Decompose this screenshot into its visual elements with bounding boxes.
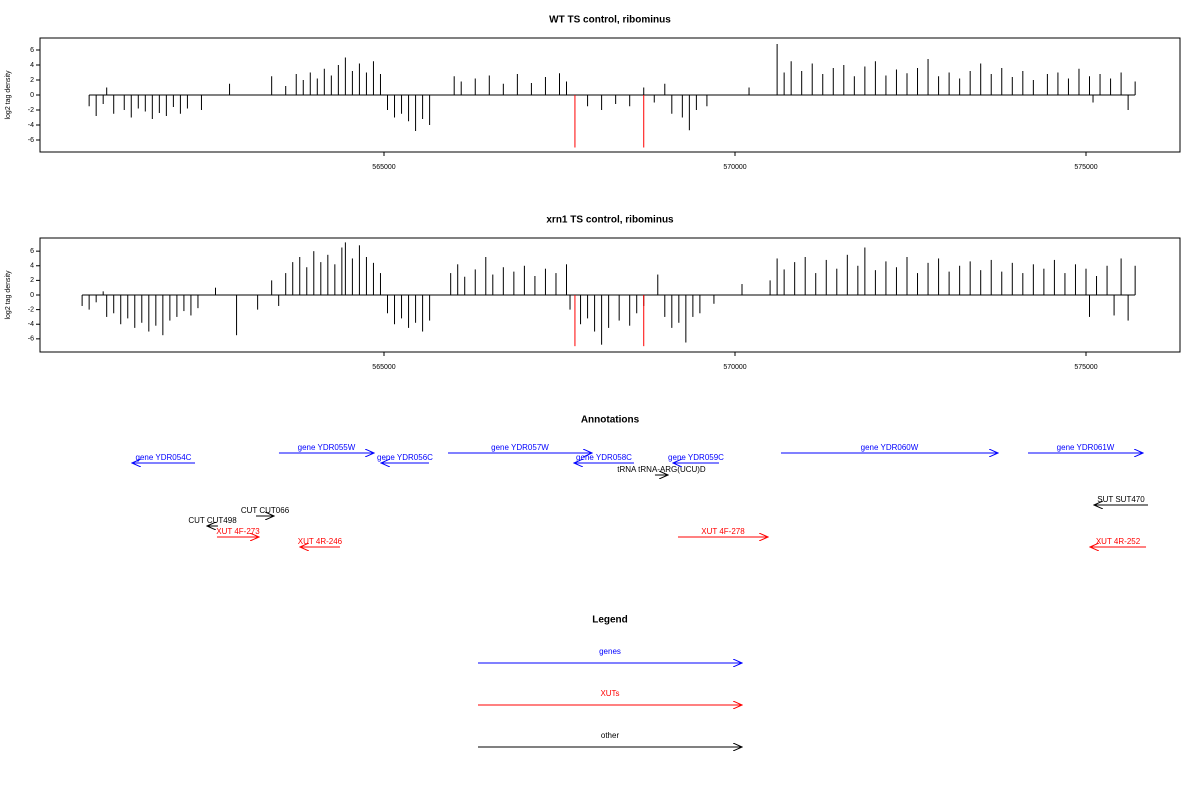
feature-label: gene YDR060W [861,443,919,452]
chart-title: xrn1 TS control, ribominus [546,215,674,226]
feature-label: gene YDR058C [576,453,632,462]
annotations-title: Annotations [581,415,640,426]
y-axis-label: log2 tag density [5,270,12,320]
y-tick-label: -4 [28,321,34,328]
chart-title: WT TS control, ribominus [549,15,671,26]
feature-label: gene YDR057W [491,443,549,452]
y-tick-label: -2 [28,107,34,114]
feature-label: gene YDR056C [377,453,433,462]
feature-label: gene YDR061W [1057,443,1115,452]
x-tick-label: 575000 [1074,164,1097,171]
y-tick-label: 2 [30,277,34,284]
feature-label: gene YDR054C [136,453,192,462]
x-tick-label: 570000 [723,164,746,171]
y-tick-label: 2 [30,77,34,84]
y-axis-label: log2 tag density [5,70,12,120]
x-tick-label: 565000 [372,364,395,371]
legend-title: Legend [592,615,628,626]
legend-label: other [601,731,620,740]
x-tick-label: 570000 [723,364,746,371]
feature-label: XUT 4F-273 [216,527,260,536]
y-tick-label: -2 [28,306,34,313]
legend-label: XUTs [600,689,619,698]
y-tick-label: 6 [30,47,34,54]
y-tick-label: 4 [30,62,34,69]
feature-label: CUT CUT498 [188,516,237,525]
feature-label: gene YDR059C [668,453,724,462]
y-tick-label: -6 [28,336,34,343]
feature-label: XUT 4R-252 [1096,537,1141,546]
y-tick-label: 0 [30,292,34,299]
y-tick-label: -6 [28,137,34,144]
feature-label: SUT SUT470 [1097,495,1145,504]
x-tick-label: 575000 [1074,364,1097,371]
y-tick-label: -4 [28,122,34,129]
feature-label: XUT 4R-246 [298,537,343,546]
y-tick-label: 4 [30,263,34,270]
x-tick-label: 565000 [372,164,395,171]
y-tick-label: 0 [30,92,34,99]
y-tick-label: 6 [30,248,34,255]
feature-label: gene YDR055W [298,443,356,452]
feature-label: CUT CUT066 [241,506,290,515]
feature-label: tRNA tRNA-ARG(UCU)D [617,465,706,474]
feature-label: XUT 4F-278 [701,527,745,536]
legend-label: genes [599,647,621,656]
